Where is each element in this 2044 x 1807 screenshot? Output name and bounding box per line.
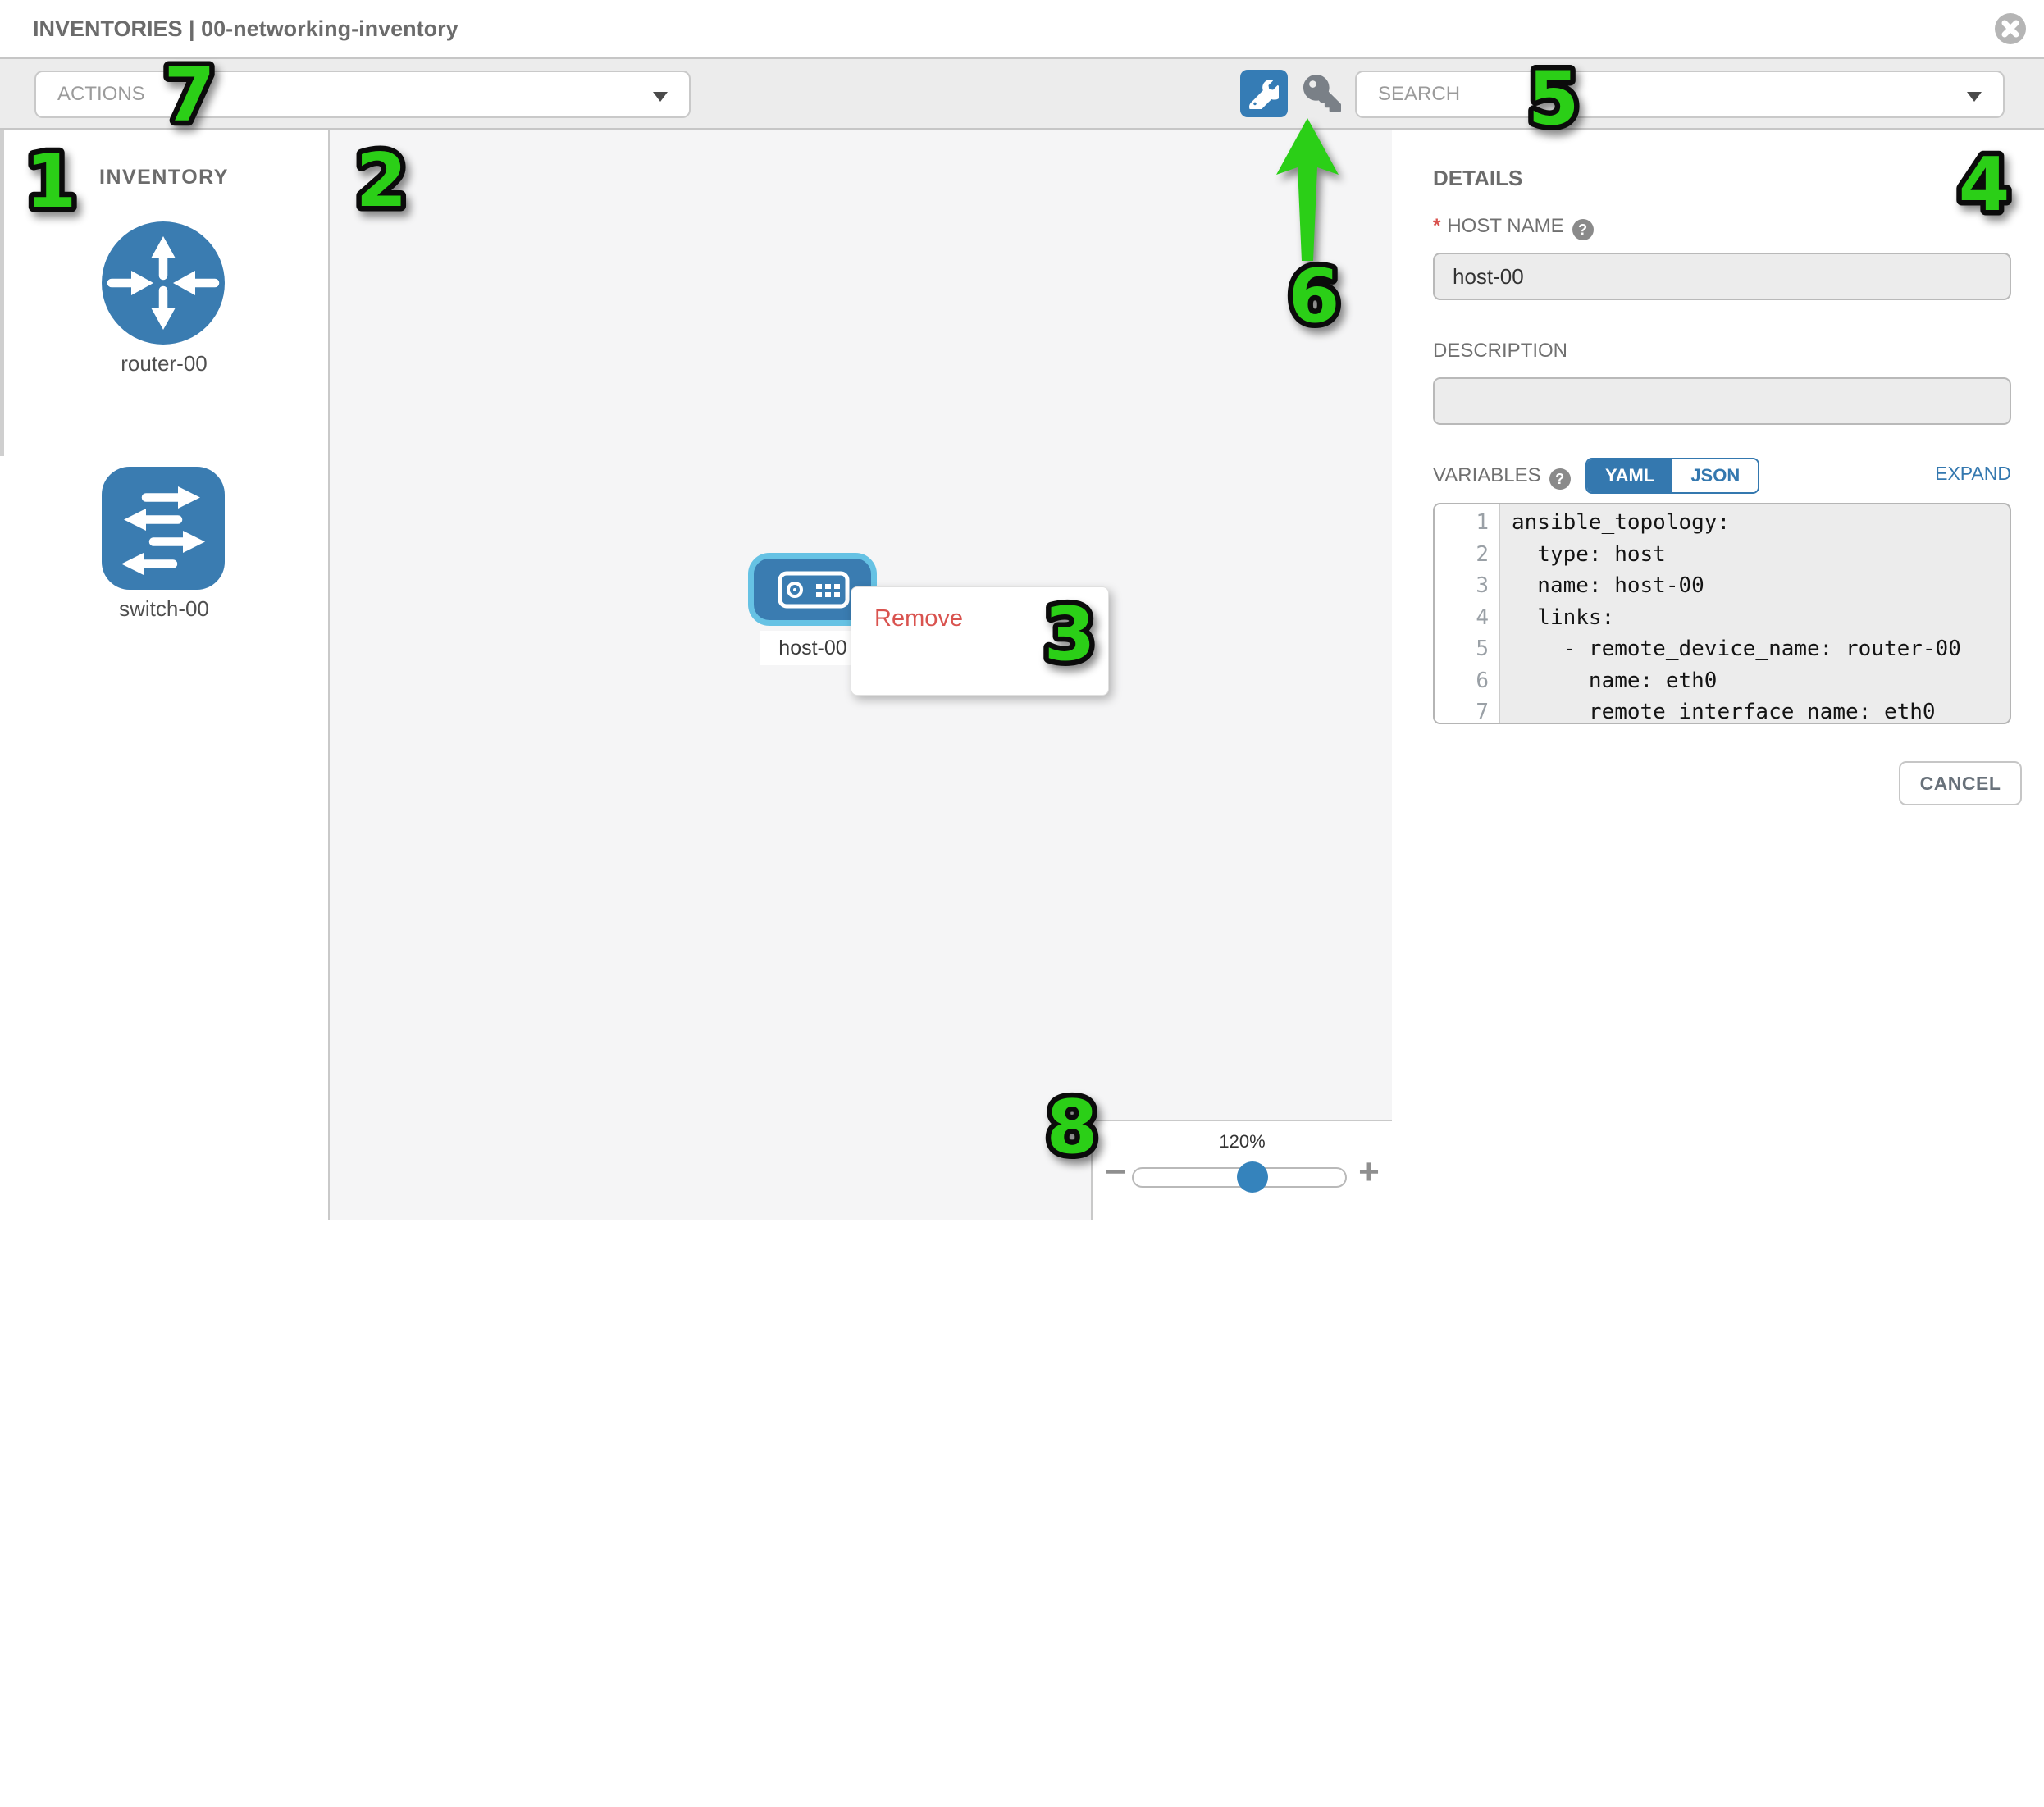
- key-icon: [1303, 74, 1341, 115]
- gutter-line: 6: [1476, 668, 1489, 693]
- toolbox-scrollbar[interactable]: [0, 130, 4, 456]
- description-input[interactable]: [1433, 377, 2011, 425]
- code-line: ansible_topology:: [1512, 510, 1731, 535]
- zoom-slider-thumb[interactable]: [1237, 1161, 1268, 1193]
- gutter-line: 4: [1476, 605, 1489, 630]
- description-label: DESCRIPTION: [1433, 340, 1568, 362]
- wrench-icon: [1249, 79, 1283, 113]
- details-panel-title: DETAILS: [1433, 166, 1523, 190]
- inventory-toolbox: INVENTORY router-00: [0, 130, 330, 1220]
- node-label: host-00: [760, 631, 866, 665]
- expand-link[interactable]: EXPAND: [1935, 463, 2011, 484]
- tab-yaml[interactable]: YAML: [1587, 459, 1673, 492]
- actions-dropdown[interactable]: ACTIONS: [34, 71, 691, 118]
- zoom-out-button[interactable]: −: [1099, 1154, 1132, 1190]
- variables-editor[interactable]: 1 2 3 4 5 6 7 ansible_topology: type: ho…: [1433, 503, 2011, 724]
- gutter-line: 5: [1476, 637, 1489, 661]
- variables-row: VARIABLES? YAML JSON EXPAND: [1433, 458, 2011, 495]
- gutter-line: 3: [1476, 573, 1489, 598]
- gutter-line: 1: [1476, 510, 1489, 535]
- help-icon[interactable]: ?: [1572, 219, 1594, 240]
- cancel-button[interactable]: CANCEL: [1899, 761, 2022, 805]
- code-line: links:: [1512, 605, 1615, 630]
- variables-format-toggle: YAML JSON: [1585, 458, 1760, 494]
- zoom-in-button[interactable]: +: [1353, 1154, 1385, 1190]
- help-icon[interactable]: ?: [1549, 468, 1571, 490]
- router-icon: [102, 221, 225, 345]
- code-line: name: eth0: [1512, 668, 1718, 693]
- topology-canvas[interactable]: host-00 Details Remove 120% − +: [330, 130, 1392, 1220]
- host-name-input[interactable]: [1433, 253, 2011, 300]
- editor-gutter: 1 2 3 4 5 6 7: [1435, 504, 1500, 723]
- close-icon: [1995, 13, 2026, 47]
- page-title: INVENTORIES | 00-networking-inventory: [33, 16, 459, 41]
- key-button[interactable]: [1301, 73, 1344, 116]
- context-menu-item-remove[interactable]: Remove: [851, 597, 1108, 641]
- switch-icon: [102, 467, 225, 590]
- details-panel: DETAILS * HOST NAME? DESCRIPTION VARIABLE…: [1392, 130, 2044, 1220]
- zoom-level-label: 120%: [1219, 1131, 1266, 1152]
- node-context-menu: Details Remove: [851, 586, 1109, 696]
- close-button[interactable]: [1995, 13, 2026, 44]
- page-header: INVENTORIES | 00-networking-inventory: [0, 0, 2044, 59]
- host-name-label: HOST NAME: [1447, 215, 1564, 237]
- search-dropdown[interactable]: SEARCH: [1355, 71, 2005, 118]
- zoom-control: 120% − +: [1091, 1120, 1392, 1220]
- search-dropdown-label: SEARCH: [1378, 83, 1461, 105]
- toolbox-toggle-button[interactable]: [1240, 70, 1288, 117]
- host-icon: [754, 571, 871, 623]
- code-line: type: host: [1512, 541, 1666, 567]
- editor-code-area[interactable]: ansible_topology: type: host name: host-…: [1500, 504, 2010, 723]
- actions-dropdown-label: ACTIONS: [57, 83, 145, 105]
- toolbox-title: INVENTORY: [99, 166, 229, 189]
- gutter-line: 2: [1476, 541, 1489, 567]
- toolbox-item-label: router-00: [121, 351, 208, 376]
- gutter-line: 7: [1476, 700, 1489, 724]
- variables-label: VARIABLES: [1433, 464, 1541, 486]
- code-line: remote_interface_name: eth0: [1512, 700, 1936, 724]
- chevron-down-icon: [653, 92, 668, 102]
- toolbar: ACTIONS SEARCH: [0, 59, 2044, 130]
- host-name-label-row: * HOST NAME?: [1433, 215, 1594, 240]
- zoom-slider[interactable]: [1132, 1161, 1347, 1193]
- chevron-down-icon: [1967, 92, 1982, 102]
- variables-label-row: VARIABLES?: [1433, 464, 1571, 490]
- code-line: name: host-00: [1512, 573, 1704, 598]
- tab-json[interactable]: JSON: [1672, 459, 1759, 492]
- code-line: - remote_device_name: router-00: [1512, 637, 1961, 661]
- toolbox-item-label: switch-00: [119, 596, 209, 621]
- required-marker: *: [1433, 215, 1441, 237]
